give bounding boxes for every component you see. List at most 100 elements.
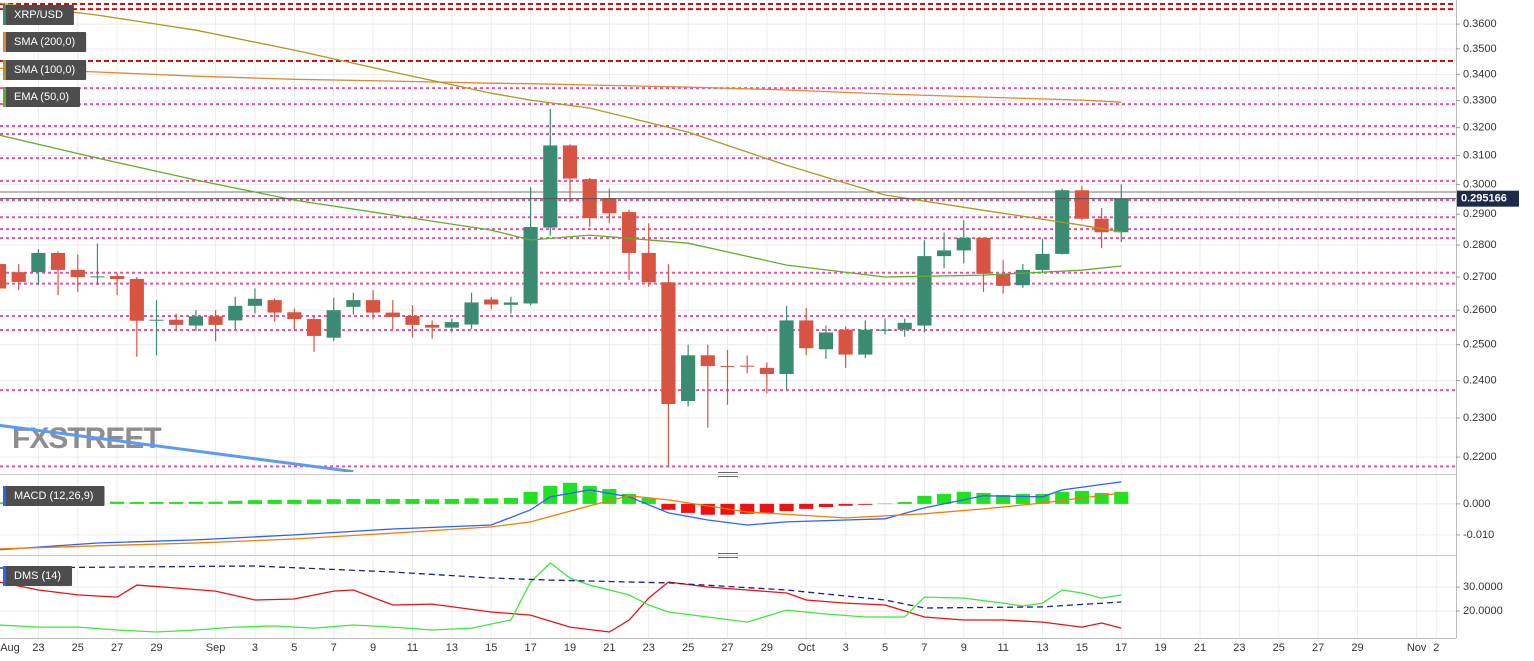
x-tick-label: 11 bbox=[407, 642, 418, 654]
candle-body bbox=[247, 298, 263, 306]
histogram-bar bbox=[740, 503, 755, 514]
y-tick-label: 0.3400 bbox=[1463, 68, 1497, 80]
histogram-bar bbox=[936, 493, 952, 504]
macd-pane bbox=[0, 481, 1129, 551]
legend-box bbox=[3, 5, 74, 25]
candle-body bbox=[740, 365, 755, 367]
histogram-bar bbox=[641, 498, 656, 504]
legend-swatch bbox=[3, 486, 6, 506]
y-tick-label: 0.3000 bbox=[1463, 178, 1497, 190]
legend-box bbox=[3, 60, 87, 80]
histogram-bar bbox=[799, 503, 814, 509]
y-tick-label: 0.2700 bbox=[1463, 271, 1497, 283]
histogram-bar bbox=[976, 493, 991, 504]
histogram-bar bbox=[877, 503, 893, 505]
x-tick-label: 23 bbox=[32, 642, 44, 654]
histogram-bar bbox=[523, 491, 538, 504]
candle-body bbox=[31, 252, 46, 273]
x-tick-label: Aug bbox=[0, 642, 20, 654]
y-tick-label: 0.2400 bbox=[1463, 374, 1497, 386]
candle-body bbox=[405, 315, 420, 325]
candle-body bbox=[720, 366, 735, 368]
x-tick-label: Oct bbox=[798, 642, 815, 654]
candle-body bbox=[228, 305, 243, 321]
histogram-bar bbox=[287, 499, 302, 504]
candle-body bbox=[503, 302, 519, 305]
x-tick-label: 7 bbox=[921, 642, 927, 654]
histogram-bar bbox=[464, 498, 479, 504]
histogram-bar bbox=[346, 498, 361, 504]
candle-body bbox=[366, 300, 381, 313]
histogram-bar bbox=[858, 503, 873, 505]
series-line bbox=[0, 134, 1122, 278]
candle-body bbox=[425, 324, 440, 328]
candle-body bbox=[681, 355, 696, 401]
y-tick-label: 0.2600 bbox=[1463, 304, 1497, 316]
candle-body bbox=[70, 269, 85, 278]
series-line bbox=[0, 481, 1122, 551]
legend-swatch bbox=[3, 87, 6, 107]
series-line bbox=[0, 562, 1122, 633]
x-tick-label: 5 bbox=[291, 642, 297, 654]
legend-box bbox=[3, 32, 87, 52]
y-tick-label: 0.3300 bbox=[1463, 94, 1497, 106]
candle-body bbox=[936, 250, 952, 257]
pane-label[interactable]: DMS (14) bbox=[3, 566, 73, 586]
candle-body bbox=[956, 237, 971, 251]
histogram-bar bbox=[247, 500, 263, 504]
candle-body bbox=[621, 212, 637, 253]
candle-body bbox=[543, 145, 558, 228]
histogram-bar bbox=[897, 502, 912, 504]
y-tick-label: 0.3500 bbox=[1463, 43, 1497, 55]
candle-body bbox=[897, 322, 912, 330]
histogram-bar bbox=[621, 493, 637, 504]
series-line bbox=[0, 492, 1122, 550]
pane-handle[interactable] bbox=[718, 472, 738, 477]
x-tick-label: 29 bbox=[150, 642, 162, 654]
legend-item[interactable]: SMA (200,0) bbox=[3, 32, 87, 52]
histogram-bar bbox=[917, 495, 932, 504]
candle-body bbox=[267, 300, 282, 313]
candle-body bbox=[917, 256, 932, 326]
x-tick-label: 25 bbox=[1273, 642, 1285, 654]
candle-body bbox=[464, 302, 479, 325]
histogram-bar bbox=[188, 501, 203, 504]
candle-body bbox=[306, 319, 322, 336]
legend-label: EMA (50,0) bbox=[14, 91, 69, 103]
candle-body bbox=[287, 312, 302, 320]
candle-body bbox=[1035, 253, 1050, 270]
histogram-bar bbox=[996, 494, 1011, 504]
pane-handle[interactable] bbox=[718, 553, 738, 558]
legend-label: SMA (100,0) bbox=[14, 64, 75, 76]
grid-layer bbox=[0, 0, 1456, 638]
x-tick-label: 21 bbox=[603, 642, 615, 654]
histogram-bar bbox=[366, 498, 381, 504]
legend-swatch bbox=[3, 566, 6, 586]
candle-body bbox=[996, 273, 1011, 286]
legend-item[interactable]: XRP/USD bbox=[3, 5, 74, 25]
candle-body bbox=[779, 320, 794, 375]
candle-body bbox=[326, 310, 341, 338]
histogram-bar bbox=[582, 485, 597, 504]
legend-item[interactable]: SMA (100,0) bbox=[3, 60, 87, 80]
candle-body bbox=[838, 329, 853, 355]
histogram-bar bbox=[681, 503, 696, 513]
legend-item[interactable]: EMA (50,0) bbox=[3, 87, 81, 107]
candle-body bbox=[169, 319, 184, 325]
histogram-bar bbox=[1114, 491, 1129, 504]
x-tick-label: 29 bbox=[761, 642, 773, 654]
candle-body bbox=[1015, 269, 1030, 286]
pane-label[interactable]: MACD (12,26,9) bbox=[3, 486, 105, 506]
x-tick-label: 17 bbox=[524, 642, 536, 654]
candle-body bbox=[661, 282, 676, 404]
x-tick-label: 17 bbox=[1115, 642, 1127, 654]
price-pane: FXSTREET bbox=[0, 2, 1456, 472]
y-tick-label: -0.010 bbox=[1463, 529, 1494, 541]
overlay: 0.3600 0.3500 0.3400 0.3300 0.3200 0.3100 0.30… bbox=[0, 5, 1519, 654]
candle-body bbox=[346, 300, 361, 307]
candle-body bbox=[818, 332, 834, 350]
x-tick-label: 29 bbox=[1351, 642, 1363, 654]
candle-body bbox=[444, 322, 459, 328]
candle-body bbox=[149, 319, 164, 321]
histogram-bar bbox=[484, 498, 499, 504]
